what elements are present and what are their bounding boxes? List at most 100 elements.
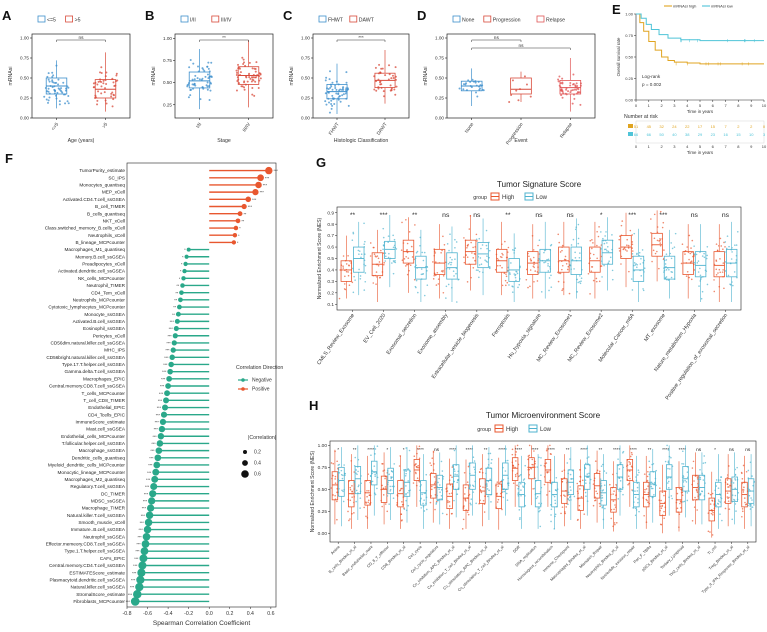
data-point — [380, 249, 382, 252]
data-point — [495, 484, 497, 487]
legend-label: 0.4 — [254, 461, 261, 467]
lollipop-dot — [142, 532, 151, 541]
lollipop-dot — [168, 361, 174, 368]
data-point — [701, 474, 704, 476]
data-point — [682, 501, 684, 503]
data-point — [243, 61, 246, 64]
data-point — [659, 245, 662, 247]
significance-label: **** — [662, 447, 670, 453]
data-point — [408, 263, 410, 265]
data-point — [668, 468, 671, 470]
significance-label: * — [403, 447, 405, 453]
data-point — [382, 263, 385, 266]
data-point — [351, 496, 353, 498]
data-point — [334, 86, 337, 89]
data-point — [647, 492, 650, 494]
x-tick-label: DAWT — [376, 122, 389, 137]
significance-label: ns — [745, 448, 751, 453]
data-point — [465, 82, 468, 85]
data-point — [466, 481, 469, 483]
data-point — [387, 78, 390, 81]
data-point — [606, 249, 608, 252]
data-point — [658, 267, 660, 270]
data-point — [558, 75, 561, 78]
lollipop-dot — [232, 232, 238, 238]
data-point — [659, 237, 661, 240]
lollipop-dot — [257, 174, 264, 182]
data-point — [363, 222, 365, 225]
data-point — [488, 241, 490, 244]
lollipop-dot — [245, 196, 252, 203]
legend-label: Low — [536, 195, 548, 201]
data-point — [418, 457, 421, 460]
data-point — [600, 231, 602, 233]
data-point — [254, 70, 257, 73]
legend-swatch — [483, 15, 492, 23]
data-point — [338, 89, 341, 92]
data-point — [237, 78, 240, 81]
data-point — [729, 262, 732, 265]
data-point — [643, 491, 646, 493]
data-point — [647, 485, 649, 487]
data-point — [375, 263, 378, 266]
data-point — [675, 486, 677, 489]
data-point — [567, 503, 569, 506]
x-tick-label: 2 — [660, 103, 663, 108]
data-point — [611, 269, 614, 272]
box-iqr — [584, 464, 591, 490]
legend-dot — [241, 387, 245, 391]
category-label: Eosinophil_ssGSEA — [83, 326, 126, 331]
data-point — [659, 242, 662, 244]
y-tick-label: 1.00 — [301, 36, 310, 41]
data-point — [203, 69, 206, 72]
data-point — [381, 505, 383, 508]
data-point — [561, 268, 563, 271]
data-point — [408, 489, 410, 492]
data-point — [489, 478, 492, 481]
x-tick-label: 0.0 — [206, 611, 213, 617]
data-point — [403, 258, 406, 260]
data-point — [393, 463, 396, 465]
data-point — [424, 492, 426, 495]
data-point — [453, 449, 456, 452]
category-label: CD56bright.natural.killer.cell_ssGSEA — [46, 355, 126, 360]
data-point — [466, 246, 468, 249]
data-point — [258, 79, 261, 82]
data-point — [515, 270, 518, 273]
data-point — [693, 261, 695, 264]
data-point — [239, 73, 242, 76]
data-point — [430, 464, 433, 467]
data-point — [469, 215, 472, 217]
data-point — [99, 78, 102, 81]
chart-title: Tumor Signature Score — [497, 180, 582, 189]
data-point — [436, 494, 438, 497]
data-point — [364, 240, 366, 243]
data-point — [413, 455, 416, 458]
data-point — [384, 74, 387, 77]
data-point — [692, 263, 695, 266]
data-point — [383, 241, 386, 244]
data-point — [330, 487, 333, 489]
x-tick-label: 5 — [699, 103, 702, 108]
plot-frame — [31, 33, 131, 119]
data-point — [592, 253, 595, 256]
data-point — [572, 93, 575, 96]
significance-label: **** — [449, 447, 457, 453]
lollipop-dot — [265, 166, 273, 175]
data-point — [742, 491, 745, 493]
data-point — [673, 278, 676, 280]
data-point — [723, 287, 725, 290]
data-point — [681, 462, 683, 465]
data-point — [532, 488, 534, 490]
data-point — [458, 87, 461, 90]
data-point — [393, 485, 395, 488]
data-point — [622, 466, 625, 469]
data-point — [744, 501, 746, 504]
data-point — [345, 87, 348, 90]
data-point — [557, 280, 560, 283]
data-point — [602, 239, 605, 242]
data-point — [102, 82, 105, 85]
data-point — [258, 75, 261, 78]
data-point — [656, 250, 658, 253]
data-point — [409, 264, 412, 267]
